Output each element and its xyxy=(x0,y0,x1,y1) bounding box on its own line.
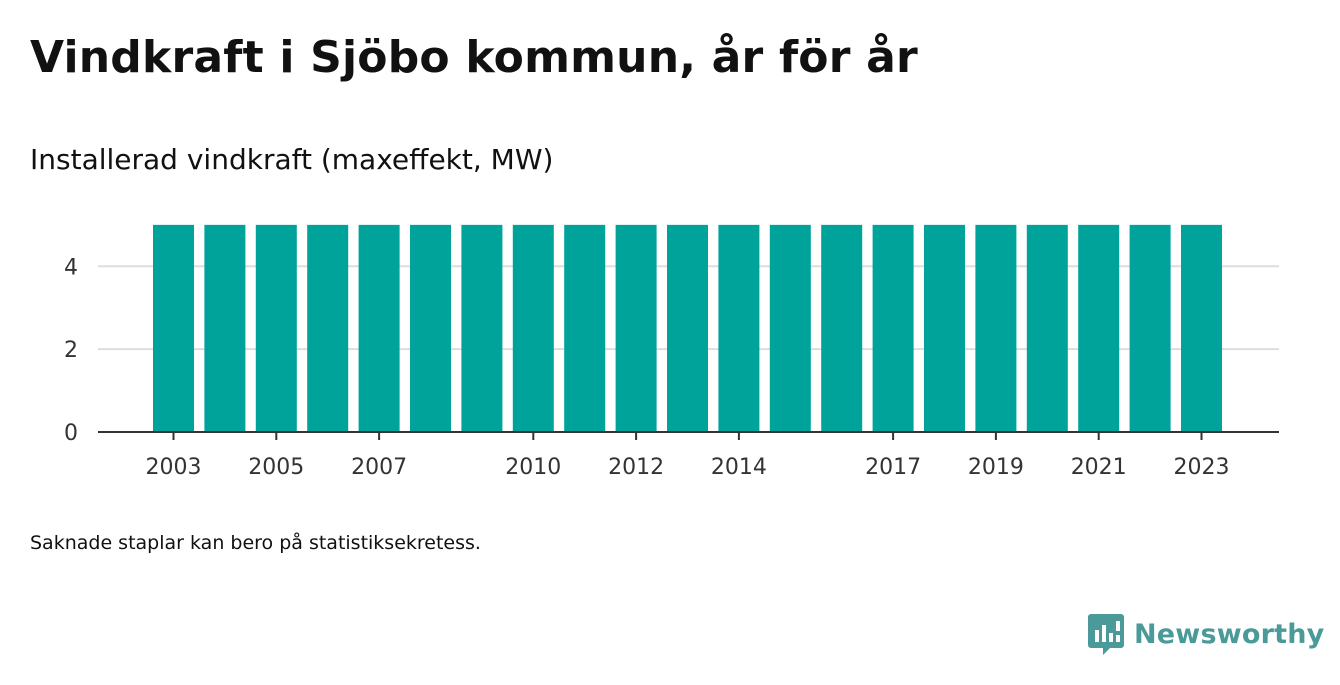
bar-2004 xyxy=(204,224,246,432)
bar-2018 xyxy=(924,224,965,432)
bar-2009 xyxy=(461,224,503,432)
x-tick-label-2019: 2019 xyxy=(968,455,1024,480)
x-tick-label-2023: 2023 xyxy=(1174,455,1230,480)
bar-2022 xyxy=(1129,224,1171,432)
bars xyxy=(153,224,1222,432)
bar-2013 xyxy=(667,224,708,432)
brand-name: Newsworthy xyxy=(1134,618,1325,650)
chart-title: Vindkraft i Sjöbo kommun, år för år xyxy=(30,32,918,83)
x-tick-label-2010: 2010 xyxy=(505,455,561,480)
bar-2015 xyxy=(769,224,811,432)
y-tick-label-4: 4 xyxy=(64,255,78,280)
bar-2021 xyxy=(1078,224,1120,432)
bar-2014 xyxy=(718,224,760,432)
bar-2023 xyxy=(1181,224,1222,432)
axes: 0 2 4 2003 2005 2007 2010 2012 2014 2017 2019 2021 2… xyxy=(64,255,1279,480)
x-tick-label-2017: 2017 xyxy=(865,455,921,480)
footnote: Saknade staplar kan bero på statistiksek… xyxy=(30,532,481,554)
bar-2007 xyxy=(358,224,400,432)
bar-2008 xyxy=(410,224,451,432)
bar-2003 xyxy=(153,224,194,432)
bar-2012 xyxy=(615,224,657,432)
bar-2010 xyxy=(512,224,554,432)
x-tick-label-2005: 2005 xyxy=(248,455,304,480)
y-tick-label-2: 2 xyxy=(64,338,78,363)
x-tick-label-2007: 2007 xyxy=(351,455,407,480)
x-tick-label-2012: 2012 xyxy=(608,455,664,480)
bar-2017 xyxy=(872,224,914,432)
y-tick-label-0: 0 xyxy=(64,421,78,446)
bar-2016 xyxy=(821,224,863,432)
chart-subtitle: Installerad vindkraft (maxeffekt, MW) xyxy=(30,143,554,176)
x-tick-label-2003: 2003 xyxy=(146,455,202,480)
bar-2005 xyxy=(255,224,297,432)
newsworthy-logo-icon xyxy=(1088,614,1124,655)
bar-2019 xyxy=(975,224,1017,432)
bar-2020 xyxy=(1026,224,1068,432)
brand-logo[interactable]: Newsworthy xyxy=(1088,612,1324,656)
bar-2006 xyxy=(307,224,349,432)
bar-2011 xyxy=(564,224,606,432)
x-tick-label-2014: 2014 xyxy=(711,455,767,480)
x-tick-label-2021: 2021 xyxy=(1071,455,1127,480)
